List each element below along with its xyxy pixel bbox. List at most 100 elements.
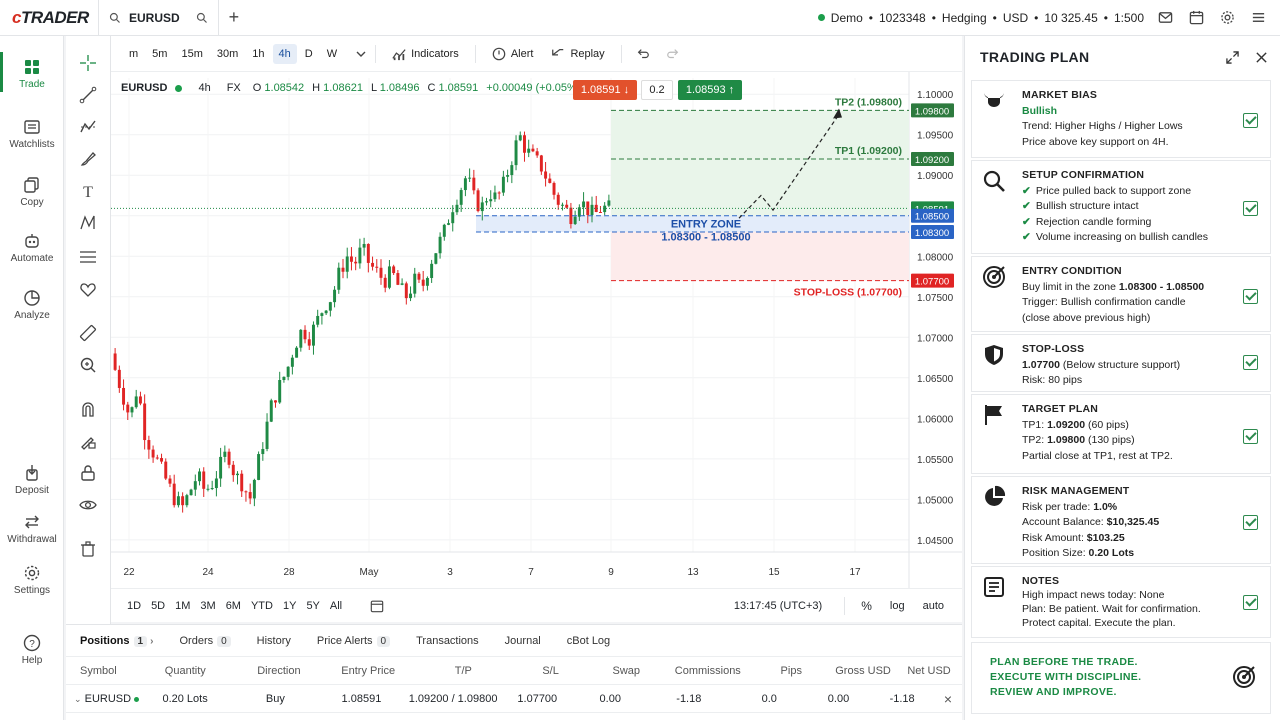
table-row[interactable]: ⌄ EURUSD 0.20 Lots Buy 1.08591 1.09200 /… [66, 685, 962, 713]
close-position-icon[interactable]: × [943, 690, 953, 707]
lock-icon[interactable] [79, 464, 97, 482]
tf-1h[interactable]: 1h [252, 47, 265, 60]
replay-button[interactable]: Replay [543, 43, 612, 65]
col-sl[interactable]: S/L [542, 664, 559, 677]
col-gross[interactable]: Gross USD [835, 664, 891, 677]
brush-icon[interactable] [79, 150, 97, 168]
tab-price-alerts[interactable]: Price Alerts 0 [317, 635, 391, 647]
range-all[interactable]: All [329, 599, 343, 612]
range-5d[interactable]: 5D [151, 599, 166, 612]
alert-button[interactable]: Alert [484, 43, 542, 65]
tf-30m[interactable]: 30m [216, 47, 239, 60]
account-info[interactable]: Demo • 1023348 • Hedging • USD • 10 325.45 • … [817, 11, 1144, 25]
nav-copy[interactable]: Copy [0, 176, 64, 208]
redo-icon[interactable] [666, 47, 680, 61]
percent-toggle[interactable]: % [861, 598, 872, 613]
sell-button[interactable]: 1.08591 ↓ [573, 80, 637, 100]
range-1m[interactable]: 1M [175, 599, 191, 612]
nav-help[interactable]: ? Help [0, 634, 64, 666]
tf-m[interactable]: m [129, 47, 139, 60]
fibonacci-icon[interactable] [79, 248, 97, 266]
col-net[interactable]: Net USD [907, 664, 951, 677]
tab-positions[interactable]: Positions 1 › [80, 635, 153, 647]
tab-transactions[interactable]: Transactions [416, 634, 479, 647]
chevron-down-icon[interactable] [355, 48, 367, 60]
nav-analyze[interactable]: Analyze [0, 289, 64, 321]
expand-icon[interactable] [1226, 50, 1239, 64]
nav-deposit[interactable]: Deposit [0, 464, 64, 496]
crosshair-icon[interactable] [79, 54, 97, 72]
range-6m[interactable]: 6M [225, 599, 241, 612]
x-tick-label: 7 [528, 567, 534, 578]
tf-w[interactable]: W [326, 47, 338, 60]
range-5y[interactable]: 5Y [306, 599, 320, 612]
lock-drawing-icon[interactable] [79, 432, 97, 450]
col-tp[interactable]: T/P [454, 664, 472, 677]
trash-icon[interactable] [79, 540, 97, 558]
search-icon[interactable] [196, 12, 208, 24]
range-ytd[interactable]: YTD [250, 599, 273, 612]
nav-withdrawal[interactable]: Withdrawal [0, 513, 64, 545]
candle [371, 262, 375, 267]
col-entry-price[interactable]: Entry Price [341, 664, 396, 677]
col-commissions[interactable]: Commissions [674, 664, 741, 677]
undo-icon[interactable] [636, 47, 650, 61]
tab-journal[interactable]: Journal [504, 634, 541, 647]
entry-zone-range: 1.08300 - 1.08500 [661, 232, 750, 244]
checkbox-checked[interactable] [1243, 429, 1258, 444]
log-toggle[interactable]: log [889, 599, 905, 612]
calendar-range-icon[interactable] [370, 599, 384, 613]
tab-history[interactable]: History [256, 634, 291, 647]
checkbox-checked[interactable] [1243, 595, 1258, 610]
calendar-icon[interactable] [1189, 10, 1204, 25]
tf-4h[interactable]: 4h [272, 43, 297, 64]
candle [535, 151, 539, 156]
eye-icon[interactable] [79, 496, 97, 514]
range-1d[interactable]: 1D [127, 599, 142, 612]
pattern-icon[interactable] [79, 118, 97, 136]
heart-icon[interactable] [79, 281, 97, 299]
buy-button[interactable]: 1.08593 ↑ [678, 80, 742, 100]
ruler-icon[interactable] [79, 324, 97, 342]
col-swap[interactable]: Swap [612, 664, 641, 677]
mail-icon[interactable] [1158, 10, 1173, 25]
chevron-down-icon[interactable]: ⌄ [74, 693, 82, 704]
close-icon[interactable] [1255, 51, 1268, 64]
nav-watchlists[interactable]: Watchlists [0, 118, 64, 150]
range-1y[interactable]: 1Y [282, 599, 297, 612]
tab-cbot-log[interactable]: cBot Log [566, 634, 611, 647]
auto-toggle[interactable]: auto [922, 599, 944, 612]
range-3m[interactable]: 3M [200, 599, 216, 612]
xabcd-icon[interactable] [79, 214, 97, 232]
clock-time[interactable]: 13:17:45 (UTC+3) [733, 599, 823, 612]
add-tab-button[interactable]: + [228, 7, 240, 27]
symbol-tab[interactable]: EURUSD [98, 0, 219, 36]
checkbox-checked[interactable] [1243, 201, 1258, 216]
col-pips[interactable]: Pips [780, 664, 802, 677]
nav-trade[interactable]: Trade [0, 52, 64, 92]
tf-d[interactable]: D [304, 47, 313, 60]
checkbox-checked[interactable] [1243, 289, 1258, 304]
price-chart[interactable]: TP2 (1.09800)TP1 (1.09200)ENTRY ZONE1.08… [111, 72, 962, 588]
trendline-icon[interactable] [79, 86, 97, 104]
zoom-icon[interactable] [79, 356, 97, 374]
checkbox-checked[interactable] [1243, 355, 1258, 370]
nav-settings[interactable]: Settings [0, 564, 64, 596]
text-icon[interactable]: T [79, 182, 97, 200]
gear-icon[interactable] [1220, 10, 1235, 25]
col-quantity[interactable]: Quantity [164, 664, 206, 677]
checkbox-checked[interactable] [1243, 515, 1258, 530]
positions-header: Symbol Quantity Direction Entry Price T/… [66, 657, 962, 685]
app-logo[interactable]: cTRADER [12, 7, 89, 27]
tf-5m[interactable]: 5m [152, 47, 168, 60]
tab-orders[interactable]: Orders 0 [179, 635, 231, 647]
magnet-icon[interactable] [79, 400, 97, 418]
col-symbol[interactable]: Symbol [80, 664, 117, 677]
checkbox-checked[interactable] [1243, 113, 1258, 128]
indicators-button[interactable]: Indicators [384, 43, 467, 65]
col-direction[interactable]: Direction [257, 664, 301, 677]
tf-15m[interactable]: 15m [181, 47, 203, 60]
candle [472, 177, 476, 191]
nav-automate[interactable]: Automate [0, 232, 64, 264]
menu-icon[interactable] [1251, 10, 1266, 25]
